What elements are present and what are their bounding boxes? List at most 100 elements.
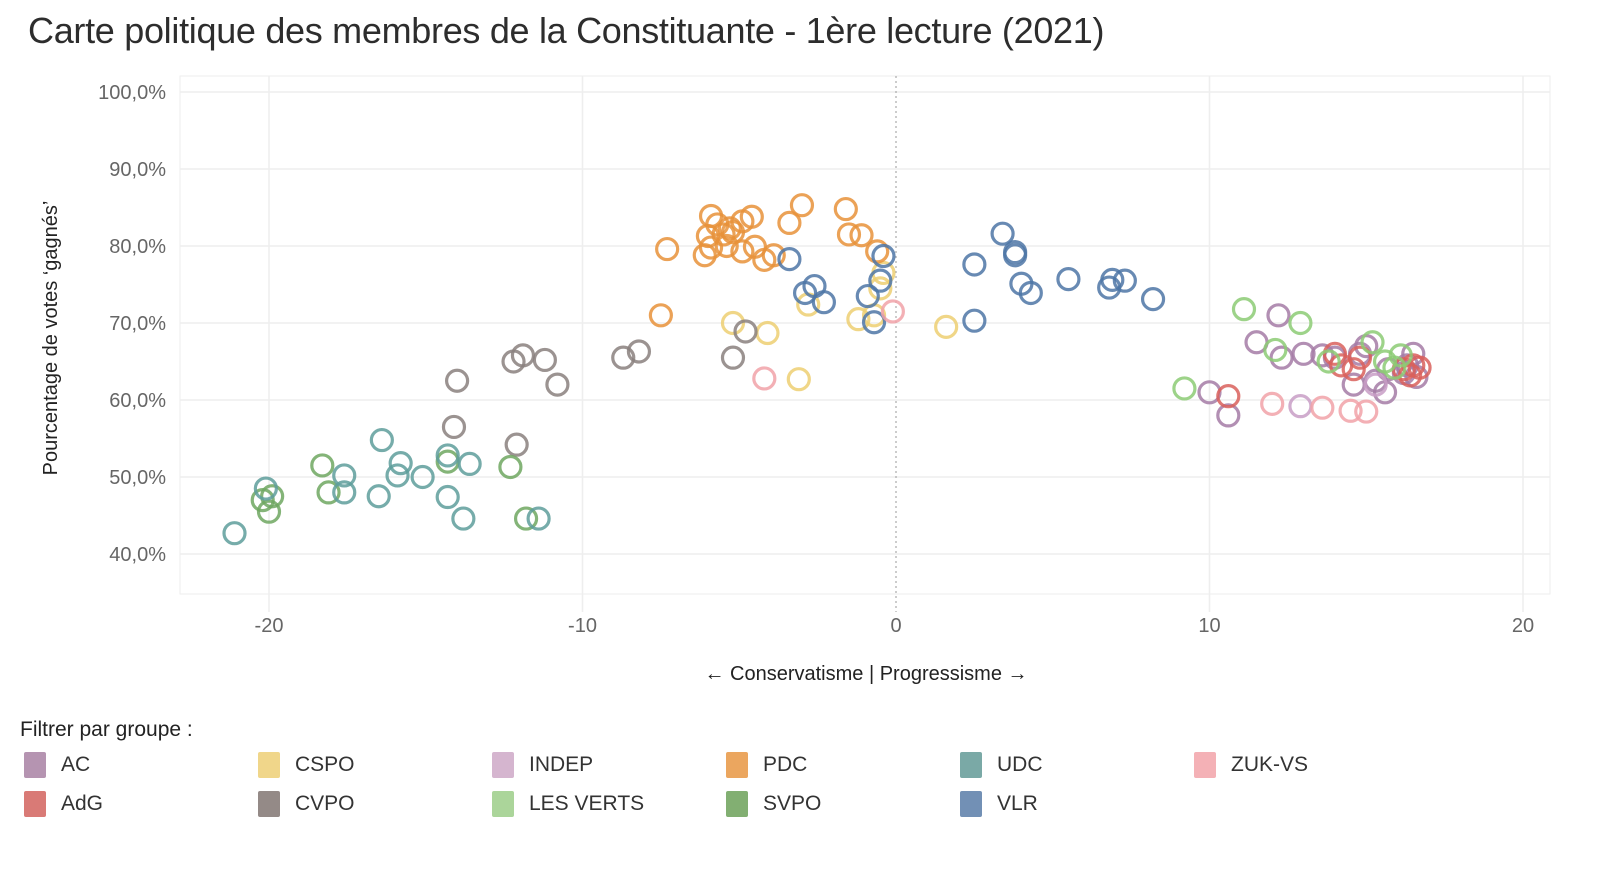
data-point[interactable] <box>720 310 746 336</box>
data-point[interactable] <box>250 488 275 513</box>
data-point[interactable] <box>532 347 557 373</box>
data-point[interactable] <box>1310 395 1335 420</box>
data-point[interactable] <box>1260 391 1285 416</box>
data-point[interactable] <box>836 222 862 247</box>
data-point[interactable] <box>962 308 987 333</box>
data-point[interactable] <box>1360 330 1385 355</box>
data-point[interactable] <box>1347 345 1373 370</box>
legend-item-ac[interactable]: AC <box>24 752 90 778</box>
data-point[interactable] <box>692 243 717 268</box>
data-point[interactable] <box>871 243 896 269</box>
legend-item-svpo[interactable]: SVPO <box>726 791 821 817</box>
data-point[interactable] <box>513 506 539 531</box>
data-point[interactable] <box>222 521 247 546</box>
data-point[interactable] <box>369 427 394 453</box>
data-point[interactable] <box>332 463 357 488</box>
data-point[interactable] <box>1338 398 1363 423</box>
legend-item-zuk-vs[interactable]: ZUK-VS <box>1194 752 1308 778</box>
data-point[interactable] <box>720 345 746 370</box>
data-point[interactable] <box>526 506 551 531</box>
data-point[interactable] <box>833 196 858 222</box>
data-point[interactable] <box>1216 403 1241 428</box>
data-point[interactable] <box>1266 303 1291 328</box>
legend-item-indep[interactable]: INDEP <box>492 752 593 778</box>
data-point[interactable] <box>861 310 887 335</box>
data-point[interactable] <box>1341 357 1366 382</box>
data-point[interactable] <box>1388 343 1413 368</box>
data-point[interactable] <box>846 307 871 332</box>
data-point[interactable] <box>730 239 755 264</box>
data-point[interactable] <box>451 506 476 531</box>
data-point[interactable] <box>1003 240 1028 265</box>
data-point[interactable] <box>1354 399 1379 424</box>
data-point[interactable] <box>611 345 636 370</box>
data-point[interactable] <box>435 443 460 468</box>
legend-item-les-verts[interactable]: LES VERTS <box>492 791 644 817</box>
data-point[interactable] <box>777 246 802 272</box>
data-point[interactable] <box>1216 384 1241 409</box>
data-point[interactable] <box>545 372 570 397</box>
data-point[interactable] <box>717 216 742 241</box>
data-point[interactable] <box>366 484 391 509</box>
data-point[interactable] <box>1382 355 1407 380</box>
data-point[interactable] <box>739 204 764 229</box>
data-point[interactable] <box>711 222 736 247</box>
data-point[interactable] <box>811 290 836 315</box>
data-point[interactable] <box>1263 337 1288 363</box>
legend-item-adg[interactable]: AdG <box>24 791 103 817</box>
legend-item-vlr[interactable]: VLR <box>960 791 1038 817</box>
data-point[interactable] <box>1100 267 1125 292</box>
data-point[interactable] <box>310 453 335 478</box>
legend-item-udc[interactable]: UDC <box>960 752 1043 778</box>
data-point[interactable] <box>1018 280 1043 306</box>
data-point[interactable] <box>648 303 673 328</box>
data-point[interactable] <box>1291 341 1316 366</box>
data-point[interactable] <box>1363 372 1388 397</box>
data-point[interactable] <box>435 484 460 510</box>
legend-item-pdc[interactable]: PDC <box>726 752 807 778</box>
data-point[interactable] <box>1322 341 1348 366</box>
data-point[interactable] <box>855 283 880 309</box>
data-point[interactable] <box>962 252 987 277</box>
data-point[interactable] <box>1231 297 1257 322</box>
data-point[interactable] <box>934 314 959 339</box>
legend-item-cspo[interactable]: CSPO <box>258 752 355 778</box>
data-point[interactable] <box>388 451 413 476</box>
data-point[interactable] <box>868 276 893 301</box>
data-point[interactable] <box>733 319 758 344</box>
data-point[interactable] <box>441 414 467 440</box>
data-point[interactable] <box>626 339 652 364</box>
data-point[interactable] <box>655 236 680 262</box>
data-point[interactable] <box>385 463 410 488</box>
data-point[interactable] <box>880 299 905 324</box>
data-point[interactable] <box>1288 310 1313 336</box>
data-point[interactable] <box>504 432 529 457</box>
data-point[interactable] <box>510 343 536 368</box>
data-point[interactable] <box>865 239 890 264</box>
data-point[interactable] <box>761 243 786 268</box>
data-point[interactable] <box>1140 287 1166 312</box>
data-point[interactable] <box>990 221 1015 246</box>
data-point[interactable] <box>410 464 435 490</box>
data-point[interactable] <box>786 367 811 392</box>
data-point[interactable] <box>714 233 739 259</box>
data-point[interactable] <box>789 193 815 218</box>
data-point[interactable] <box>1310 343 1335 368</box>
data-point[interactable] <box>752 366 777 391</box>
data-point[interactable] <box>1056 267 1081 292</box>
data-point[interactable] <box>498 454 523 480</box>
data-point[interactable] <box>253 476 278 501</box>
data-point[interactable] <box>849 223 874 248</box>
data-point[interactable] <box>1316 349 1341 374</box>
data-point[interactable] <box>316 480 341 505</box>
data-point[interactable] <box>698 235 724 260</box>
legend-item-cvpo[interactable]: CVPO <box>258 791 355 817</box>
data-point[interactable] <box>1172 376 1197 401</box>
data-point[interactable] <box>445 368 470 393</box>
data-point[interactable] <box>332 480 357 505</box>
data-point[interactable] <box>868 268 893 293</box>
data-point[interactable] <box>457 451 482 477</box>
data-point[interactable] <box>256 499 282 524</box>
data-point[interactable] <box>777 210 802 235</box>
data-point[interactable] <box>1112 268 1137 293</box>
